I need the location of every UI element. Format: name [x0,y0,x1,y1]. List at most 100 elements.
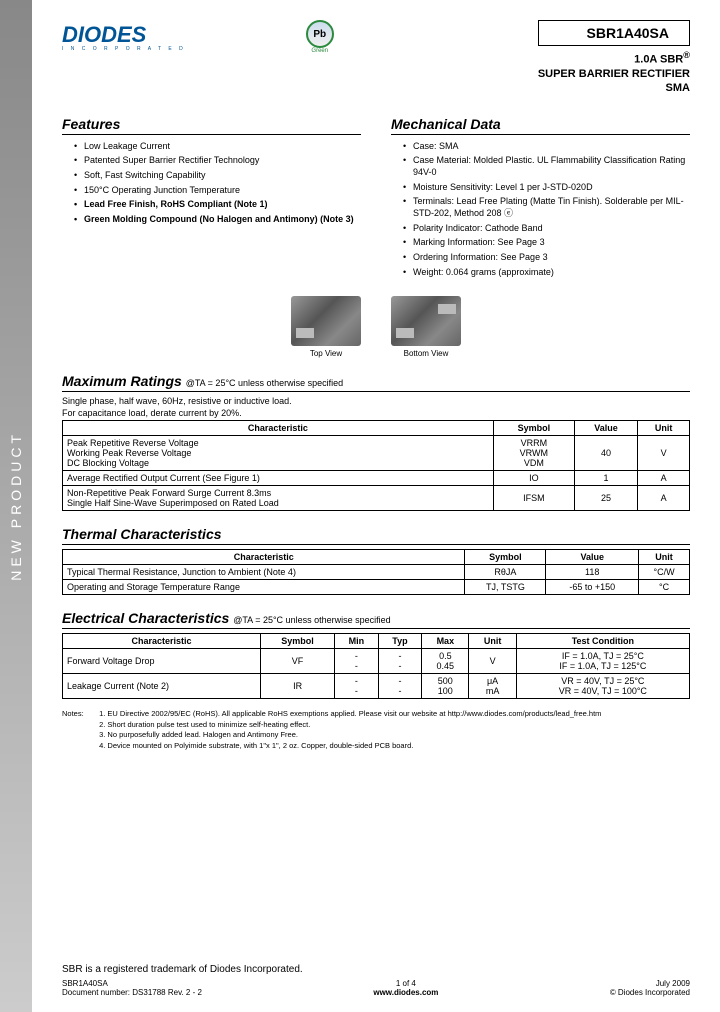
subtitle-l1: 1.0A SBR [634,54,683,66]
mechanical-item: Moisture Sensitivity: Level 1 per J-STD-… [403,182,690,194]
table-cell: A [638,471,690,486]
mr-note1: Single phase, half wave, 60Hz, resistive… [62,396,690,406]
footer-page: 1 of 4 [373,979,438,988]
feature-mech-row: Features Low Leakage CurrentPatented Sup… [62,116,690,282]
mr-title-text: Maximum Ratings [62,373,182,389]
mechanical-item: Terminals: Lead Free Plating (Matte Tin … [403,196,690,219]
brand-logo: DIODES [62,22,186,48]
max-ratings-table: CharacteristicSymbolValueUnit Peak Repeti… [62,420,690,511]
table-row: Peak Repetitive Reverse VoltageWorking P… [63,436,690,471]
table-cell: IFSM [493,486,574,511]
logo-area: DIODES I N C O R P O R A T E D Pb Green [62,20,334,54]
table-row: Operating and Storage Temperature RangeT… [63,580,690,595]
mechanical-title: Mechanical Data [391,116,690,135]
title-block: SBR1A40SA 1.0A SBR® SUPER BARRIER RECTIF… [538,20,690,96]
table-header: Unit [638,421,690,436]
table-cell: Typical Thermal Resistance, Junction to … [63,565,465,580]
table-cell: 0.50.45 [422,649,469,674]
subtitle-l2: SUPER BARRIER RECTIFIER [538,68,690,80]
table-header: Unit [639,550,690,565]
footer: SBR is a registered trademark of Diodes … [62,964,690,997]
divider [62,391,690,392]
footer-copyright: © Diodes Incorporated [610,988,690,997]
el-cond: @TA = 25°C unless otherwise specified [233,615,390,625]
table-cell: Peak Repetitive Reverse VoltageWorking P… [63,436,494,471]
pb-badge: Pb Green [306,20,334,54]
table-row: Forward Voltage DropVF----0.50.45VIF = 1… [63,649,690,674]
table-row: Average Rectified Output Current (See Fi… [63,471,690,486]
table-cell: V [469,649,516,674]
table-cell: -- [335,674,379,699]
notes-block: Notes: 1. EU Directive 2002/95/EC (RoHS)… [62,709,690,751]
footer-doc: Document number: DS31788 Rev. 2 - 2 [62,988,202,997]
footer-date: July 2009 [610,979,690,988]
el-title-text: Electrical Characteristics [62,610,229,626]
notes-body: 1. EU Directive 2002/95/EC (RoHS). All a… [99,709,687,751]
table-cell: Forward Voltage Drop [63,649,261,674]
table-row: Leakage Current (Note 2)IR----500100μAmA… [63,674,690,699]
table-cell: RθJA [465,565,546,580]
table-cell: V [638,436,690,471]
table-cell: VR = 40V, TJ = 25°CVR = 40V, TJ = 100°C [516,674,689,699]
feature-item: Soft, Fast Switching Capability [74,170,361,182]
mechanical-item: Case: SMA [403,141,690,153]
mechanical-item: Marking Information: See Page 3 [403,237,690,249]
mechanical-item: Ordering Information: See Page 3 [403,252,690,264]
top-view-item: Top View [291,296,361,358]
feature-item: 150°C Operating Junction Temperature [74,185,361,197]
pb-green-label: Green [306,48,334,54]
table-cell: Operating and Storage Temperature Range [63,580,465,595]
mechanical-list: Case: SMACase Material: Molded Plastic. … [391,141,690,279]
table-cell: TJ, TSTG [465,580,546,595]
electrical-title: Electrical Characteristics @TA = 25°C un… [62,610,690,626]
footer-url: www.diodes.com [373,988,438,997]
table-cell: °C [639,580,690,595]
table-header: Value [574,421,637,436]
table-cell: 118 [546,565,639,580]
table-cell: -65 to +150 [546,580,639,595]
package-images: Top View Bottom View [62,296,690,358]
table-cell: °C/W [639,565,690,580]
table-cell: IR [261,674,335,699]
table-cell: A [638,486,690,511]
feature-item: Lead Free Finish, RoHS Compliant (Note 1… [74,199,361,211]
table-header: Symbol [493,421,574,436]
pb-icon: Pb [306,20,334,48]
features-col: Features Low Leakage CurrentPatented Sup… [62,116,361,282]
table-row: Non-Repetitive Peak Forward Surge Curren… [63,486,690,511]
electrical-section: Electrical Characteristics @TA = 25°C un… [62,610,690,751]
table-row: Typical Thermal Resistance, Junction to … [63,565,690,580]
table-cell: μAmA [469,674,516,699]
table-cell: 40 [574,436,637,471]
mr-cond: @TA = 25°C unless otherwise specified [186,378,343,388]
thermal-title: Thermal Characteristics [62,526,690,542]
bottom-view-caption: Bottom View [391,349,461,358]
footer-right: July 2009 © Diodes Incorporated [610,979,690,997]
table-cell: VRRMVRWMVDM [493,436,574,471]
table-cell: IO [493,471,574,486]
datasheet-page: DIODES I N C O R P O R A T E D Pb Green … [32,0,720,1012]
table-cell: -- [378,649,421,674]
table-header: Value [546,550,639,565]
thermal-table: CharacteristicSymbolValueUnitTypical The… [62,549,690,595]
top-view-image [291,296,361,346]
table-header: Unit [469,634,516,649]
table-cell: 1 [574,471,637,486]
table-header: Characteristic [63,421,494,436]
features-title: Features [62,116,361,135]
features-list: Low Leakage CurrentPatented Super Barrie… [62,141,361,226]
table-header: Symbol [261,634,335,649]
table-cell: -- [378,674,421,699]
divider [62,628,690,629]
footer-part: SBR1A40SA [62,979,202,988]
table-cell: Leakage Current (Note 2) [63,674,261,699]
table-header: Characteristic [63,634,261,649]
feature-item: Green Molding Compound (No Halogen and A… [74,214,361,226]
table-header: Typ [378,634,421,649]
table-cell: 500100 [422,674,469,699]
table-cell: Average Rectified Output Current (See Fi… [63,471,494,486]
max-ratings-section: Maximum Ratings @TA = 25°C unless otherw… [62,373,690,511]
reg-mark: ® [683,50,690,60]
footer-left: SBR1A40SA Document number: DS31788 Rev. … [62,979,202,997]
feature-item: Low Leakage Current [74,141,361,153]
